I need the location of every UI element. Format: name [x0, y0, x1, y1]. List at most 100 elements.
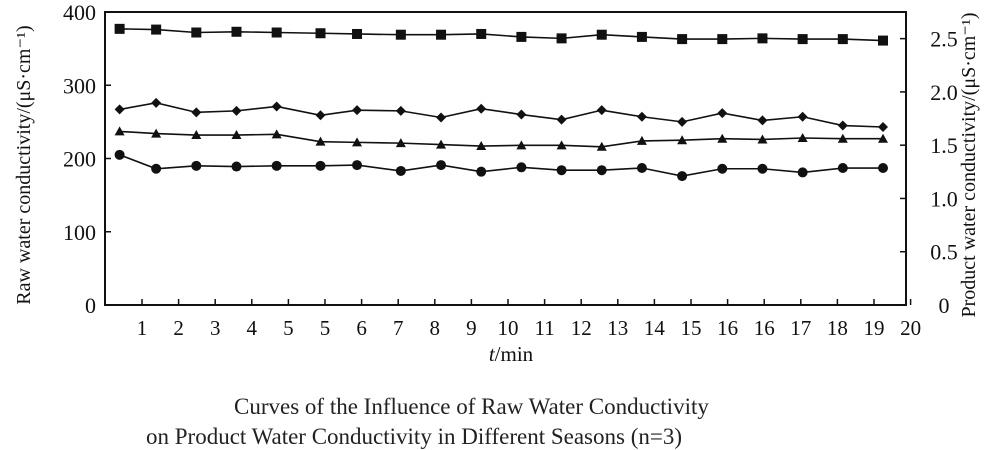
- data-point-square: [151, 24, 162, 35]
- data-point-diamond: [757, 115, 768, 126]
- x-tick-label: 14: [644, 316, 666, 340]
- data-point-square: [476, 28, 487, 39]
- data-point-triangle: [352, 137, 363, 147]
- data-point-circle: [352, 160, 363, 171]
- data-point-square: [395, 29, 406, 40]
- x-tick-label: 20: [900, 316, 921, 340]
- data-point-diamond: [271, 101, 282, 112]
- series-square: [114, 23, 888, 46]
- data-point-square: [231, 26, 242, 37]
- chart-caption-line-2: on Product Water Conductivity in Differe…: [146, 424, 682, 449]
- data-point-square: [516, 31, 527, 42]
- data-point-circle: [436, 160, 447, 171]
- data-point-triangle: [717, 133, 728, 143]
- data-point-triangle: [797, 132, 808, 142]
- data-point-triangle: [315, 136, 326, 146]
- data-point-diamond: [315, 110, 326, 121]
- data-point-square: [191, 27, 202, 38]
- data-point-diamond: [231, 105, 242, 116]
- x-tick-label: 3: [210, 316, 221, 340]
- data-point-diamond: [677, 116, 688, 127]
- y-axis-label-left: Raw water conductivity/(μS·cm⁻¹): [13, 25, 35, 304]
- data-point-square: [677, 34, 688, 45]
- data-point-diamond: [352, 105, 363, 116]
- x-tick-label: 8: [430, 316, 441, 340]
- data-point-square: [436, 29, 447, 40]
- chart-caption-line-1: Curves of the Influence of Raw Water Con…: [234, 394, 709, 419]
- series-diamond: [114, 97, 888, 133]
- data-point-diamond: [191, 107, 202, 118]
- data-point-square: [271, 27, 282, 38]
- y-right-tick-label: 0.5: [930, 240, 958, 265]
- data-point-diamond: [151, 97, 162, 108]
- x-tick-label: 15: [681, 316, 702, 340]
- data-point-triangle: [114, 126, 125, 136]
- data-point-circle: [556, 165, 567, 176]
- data-point-square: [556, 33, 567, 44]
- data-point-diamond: [877, 122, 888, 133]
- data-point-triangle: [677, 135, 688, 145]
- x-tick-label: 6: [356, 316, 367, 340]
- data-point-square: [717, 34, 728, 45]
- y-left-tick-label: 400: [63, 0, 96, 25]
- data-point-triangle: [757, 134, 768, 144]
- data-point-circle: [717, 163, 728, 174]
- data-point-circle: [231, 161, 242, 172]
- series-circle: [114, 149, 888, 182]
- y-right-tick-label: 2.5: [930, 27, 958, 52]
- y-axis-label-right: Product water conductivity/(μS·cm⁻¹): [958, 13, 980, 318]
- x-tick-label: 16: [754, 316, 775, 340]
- data-point-circle: [636, 163, 647, 174]
- data-point-triangle: [271, 129, 282, 139]
- data-point-triangle: [231, 130, 242, 140]
- chart-svg: 1 2 3 4 5 5 6 7 8 9 10 11 12 13 14 15 16 16 17 18 19 20010020…: [13, 0, 980, 366]
- data-point-triangle: [436, 139, 447, 149]
- y-left-tick-label: 0: [85, 293, 96, 318]
- data-point-circle: [395, 165, 406, 176]
- data-point-circle: [271, 160, 282, 171]
- data-point-diamond: [516, 109, 527, 120]
- data-point-circle: [191, 160, 202, 171]
- data-point-circle: [516, 162, 527, 173]
- y-right-tick-label: 0: [939, 293, 950, 318]
- x-tick-label: 11: [534, 316, 554, 340]
- x-tick-label: 4: [247, 316, 258, 340]
- data-point-diamond: [436, 112, 447, 123]
- data-point-triangle: [877, 133, 888, 143]
- data-point-diamond: [476, 103, 487, 114]
- series-line: [119, 28, 884, 42]
- x-tick-label: 16: [717, 316, 738, 340]
- data-point-triangle: [395, 138, 406, 148]
- data-point-circle: [757, 163, 768, 174]
- data-point-square: [315, 28, 326, 39]
- data-point-circle: [677, 171, 688, 182]
- data-point-circle: [476, 166, 487, 177]
- series-line: [119, 102, 884, 128]
- data-point-diamond: [837, 120, 848, 131]
- y-right-tick-label: 1.0: [930, 186, 958, 211]
- data-point-square: [636, 31, 647, 42]
- data-point-triangle: [636, 135, 647, 145]
- data-point-square: [352, 28, 363, 39]
- data-point-circle: [151, 163, 162, 174]
- data-point-triangle: [837, 133, 848, 143]
- data-point-diamond: [596, 105, 607, 116]
- x-tick-label: 10: [498, 316, 519, 340]
- x-tick-label: 1: [137, 316, 148, 340]
- series-triangle: [114, 126, 888, 151]
- data-point-circle: [837, 163, 848, 174]
- data-point-circle: [596, 165, 607, 176]
- series-line: [119, 154, 883, 177]
- data-point-square: [757, 33, 768, 44]
- data-point-diamond: [114, 104, 125, 115]
- data-point-triangle: [151, 128, 162, 138]
- data-point-square: [837, 34, 848, 45]
- x-tick-label: 18: [827, 316, 848, 340]
- x-tick-label: 17: [790, 316, 811, 340]
- data-point-circle: [797, 167, 808, 178]
- x-tick-label: 5: [320, 316, 331, 340]
- x-tick-label: 19: [864, 316, 885, 340]
- data-point-square: [877, 35, 888, 46]
- data-point-diamond: [556, 114, 567, 125]
- x-tick-label: 7: [393, 316, 404, 340]
